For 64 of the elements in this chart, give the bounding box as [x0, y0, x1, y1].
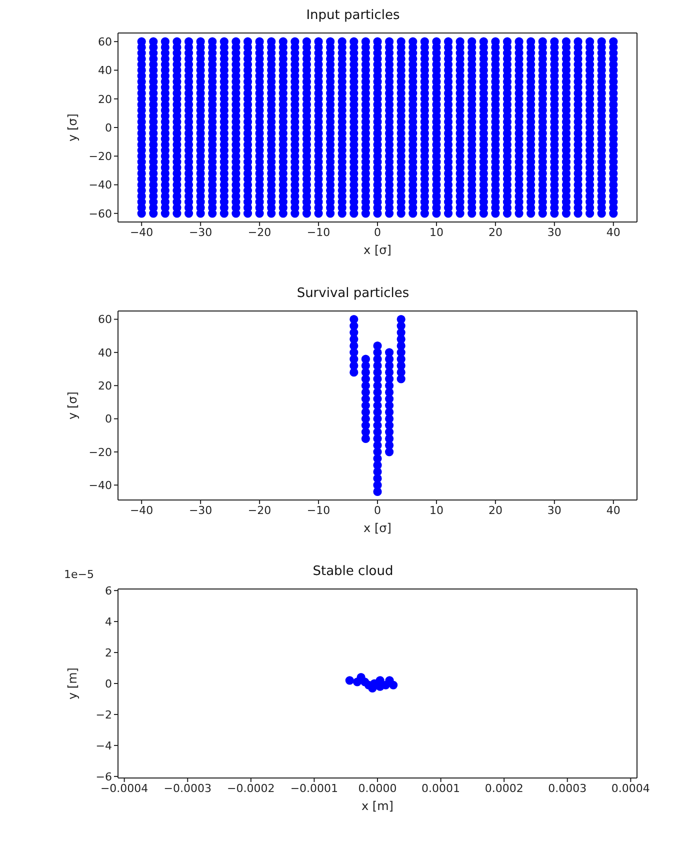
- x-tick-label: 40: [606, 504, 620, 517]
- x-tick-label: −40: [130, 504, 154, 517]
- y-tick-label: 4: [105, 615, 112, 628]
- chart-title: Stable cloud: [312, 564, 394, 579]
- x-tick-label: 20: [488, 504, 502, 517]
- x-tick-label: 0: [374, 504, 381, 517]
- y-tick-label: 0: [105, 677, 112, 690]
- x-tick-label: −0.0001: [290, 782, 338, 795]
- y-tick-label: −60: [88, 207, 112, 220]
- y-tick-label: 60: [98, 313, 112, 326]
- y-tick-label: −4: [96, 739, 112, 752]
- y-axis-title: y [σ]: [65, 392, 80, 420]
- x-tick-label: −0.0002: [227, 782, 275, 795]
- x-tick-label: 0.0004: [611, 782, 650, 795]
- y-tick-label: 6: [105, 584, 112, 598]
- x-tick-label: −20: [248, 504, 272, 517]
- point: [373, 342, 382, 350]
- point: [361, 354, 370, 364]
- chart-title: Survival particles: [296, 286, 410, 303]
- y-tick-label: 40: [98, 346, 112, 360]
- y-tick-label: 0: [105, 121, 112, 134]
- y-tick-label: −2: [96, 708, 112, 722]
- y-tick-label: 40: [98, 64, 112, 78]
- x-tick-label: −20: [248, 226, 272, 239]
- y-axis-title: y [σ]: [65, 114, 80, 142]
- text: 1e−5: [64, 568, 94, 581]
- x-tick-label: 0.0001: [422, 782, 460, 795]
- y-tick-label: −40: [88, 178, 112, 192]
- x-tick-label: 0: [374, 226, 381, 239]
- chart-title: Input particles: [305, 8, 401, 25]
- x-tick-label: 0.0002: [484, 782, 524, 795]
- x-tick-label: −30: [188, 504, 212, 517]
- y-tick-label: 20: [98, 380, 112, 393]
- y-tick-label: −20: [88, 150, 112, 164]
- y-tick-label: −20: [88, 446, 112, 459]
- point: [389, 680, 398, 690]
- x-tick-label: −10: [306, 504, 330, 517]
- x-tick-label: 30: [547, 504, 562, 517]
- x-tick-label: 30: [547, 226, 562, 239]
- y-tick-label: 2: [105, 646, 112, 660]
- x-axis-title: x [σ]: [364, 243, 392, 257]
- x-tick-label: 10: [429, 226, 444, 239]
- y-tick-label: 20: [98, 92, 112, 106]
- point: [396, 314, 406, 324]
- x-tick-label: 20: [488, 226, 502, 239]
- y-tick-label: −6: [96, 770, 112, 784]
- x-tick-label: −30: [188, 226, 212, 239]
- x-tick-label: −0.0004: [100, 782, 148, 795]
- x-tick-label: 0.0000: [358, 782, 397, 795]
- y-tick-label: −40: [88, 478, 112, 492]
- x-axis-title: x [σ]: [364, 521, 392, 535]
- x-tick-label: 40: [606, 226, 620, 239]
- y-axis-title: y [m]: [65, 668, 80, 700]
- point: [345, 676, 354, 685]
- point: [350, 314, 358, 324]
- x-tick-label: 10: [429, 504, 444, 517]
- x-tick-label: −0.0003: [164, 782, 212, 795]
- y-tick-label: 0: [105, 412, 112, 426]
- x-tick-label: 0.0003: [548, 782, 587, 795]
- point: [384, 348, 394, 357]
- x-tick-label: −10: [306, 226, 330, 239]
- x-axis-title: x [m]: [362, 799, 394, 813]
- x-tick-label: −40: [130, 226, 154, 239]
- y-tick-label: 60: [98, 35, 112, 48]
